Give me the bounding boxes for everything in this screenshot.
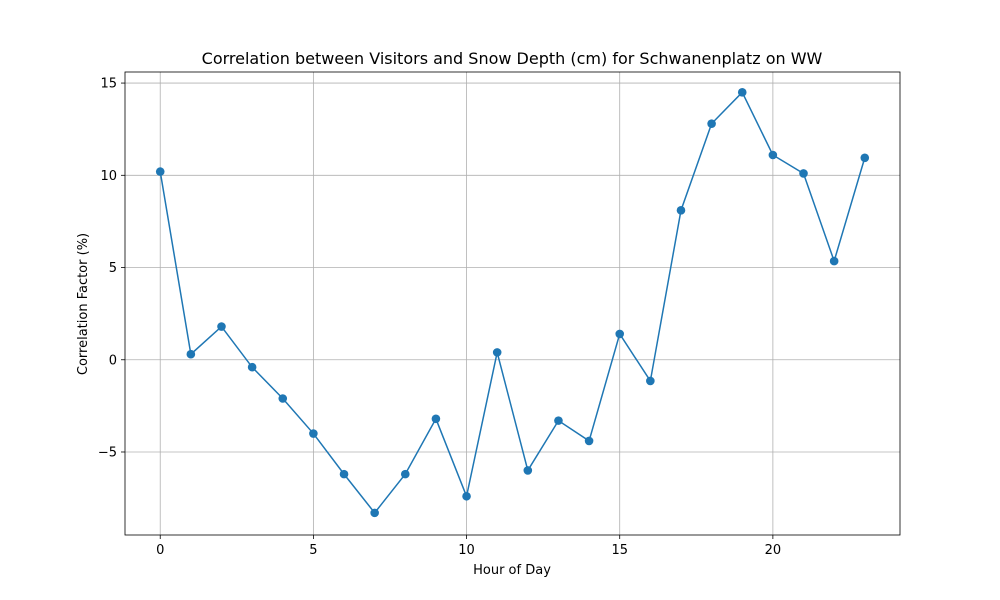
data-point <box>492 348 502 357</box>
data-point <box>155 167 165 176</box>
data-point <box>462 491 471 501</box>
data-point <box>676 206 686 215</box>
data-point <box>768 150 778 160</box>
data-point <box>615 329 625 339</box>
y-tick-label: 15 <box>100 77 117 92</box>
data-point <box>186 349 196 359</box>
data-point <box>370 508 379 518</box>
y-tick-label: 5 <box>109 261 117 276</box>
data-point <box>309 429 318 438</box>
data-point <box>217 322 226 331</box>
data-point <box>860 153 870 163</box>
x-tick-label: 0 <box>156 543 164 558</box>
data-point <box>646 376 655 386</box>
y-axis-label: Correlation Factor (%) <box>76 233 91 375</box>
data-point <box>431 414 441 424</box>
x-axis-label: Hour of Day <box>473 563 551 578</box>
x-tick-label: 15 <box>611 543 628 558</box>
x-tick-label: 20 <box>765 543 782 558</box>
x-tick-label: 5 <box>309 543 317 558</box>
data-point <box>247 362 257 372</box>
data-point <box>339 469 349 479</box>
series-line <box>159 91 866 515</box>
y-tick-label: −5 <box>98 445 117 460</box>
x-axis-ticks: 0 5 10 15 20 <box>156 535 781 558</box>
data-point <box>523 466 533 475</box>
data-point <box>278 394 288 403</box>
x-tick-label: 10 <box>458 543 475 558</box>
data-point <box>707 119 716 128</box>
data-point <box>554 416 563 425</box>
plot-frame <box>124 71 901 536</box>
chart-title: Correlation between Visitors and Snow De… <box>202 49 823 68</box>
y-tick-label: 10 <box>100 169 117 184</box>
data-point <box>400 469 410 479</box>
data-series <box>155 87 870 518</box>
data-point <box>584 436 594 446</box>
y-tick-label: 0 <box>109 353 117 368</box>
grid <box>125 72 900 535</box>
data-point <box>737 87 747 97</box>
data-point <box>799 169 808 178</box>
y-axis-ticks: −5 0 5 10 15 <box>98 77 125 460</box>
data-point <box>829 256 839 266</box>
